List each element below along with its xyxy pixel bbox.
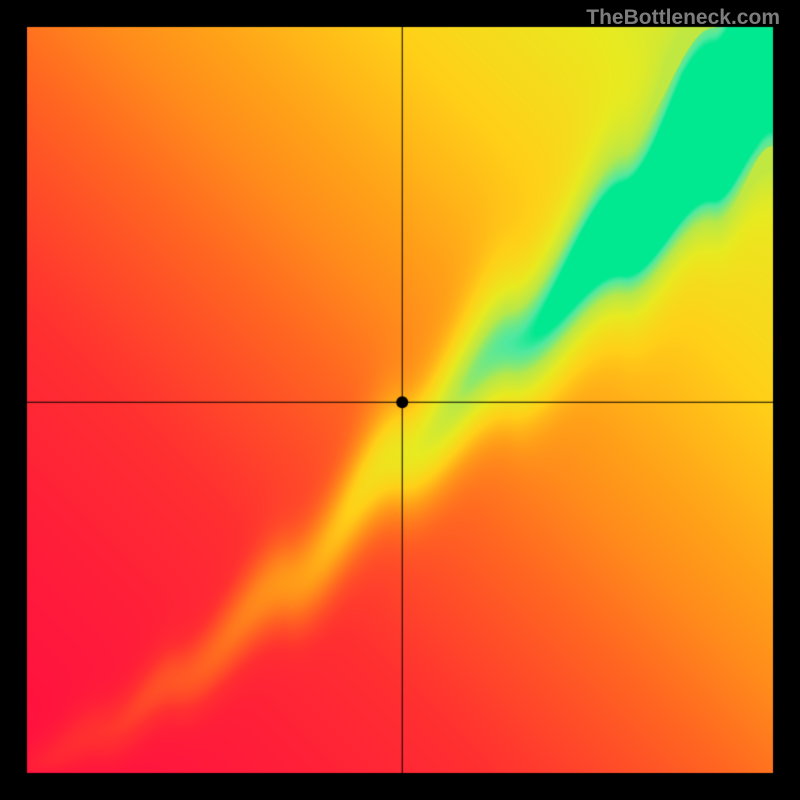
watermark-text: TheBottleneck.com xyxy=(586,6,780,30)
heatmap-canvas xyxy=(0,0,800,800)
chart-wrapper: TheBottleneck.com xyxy=(0,0,800,800)
